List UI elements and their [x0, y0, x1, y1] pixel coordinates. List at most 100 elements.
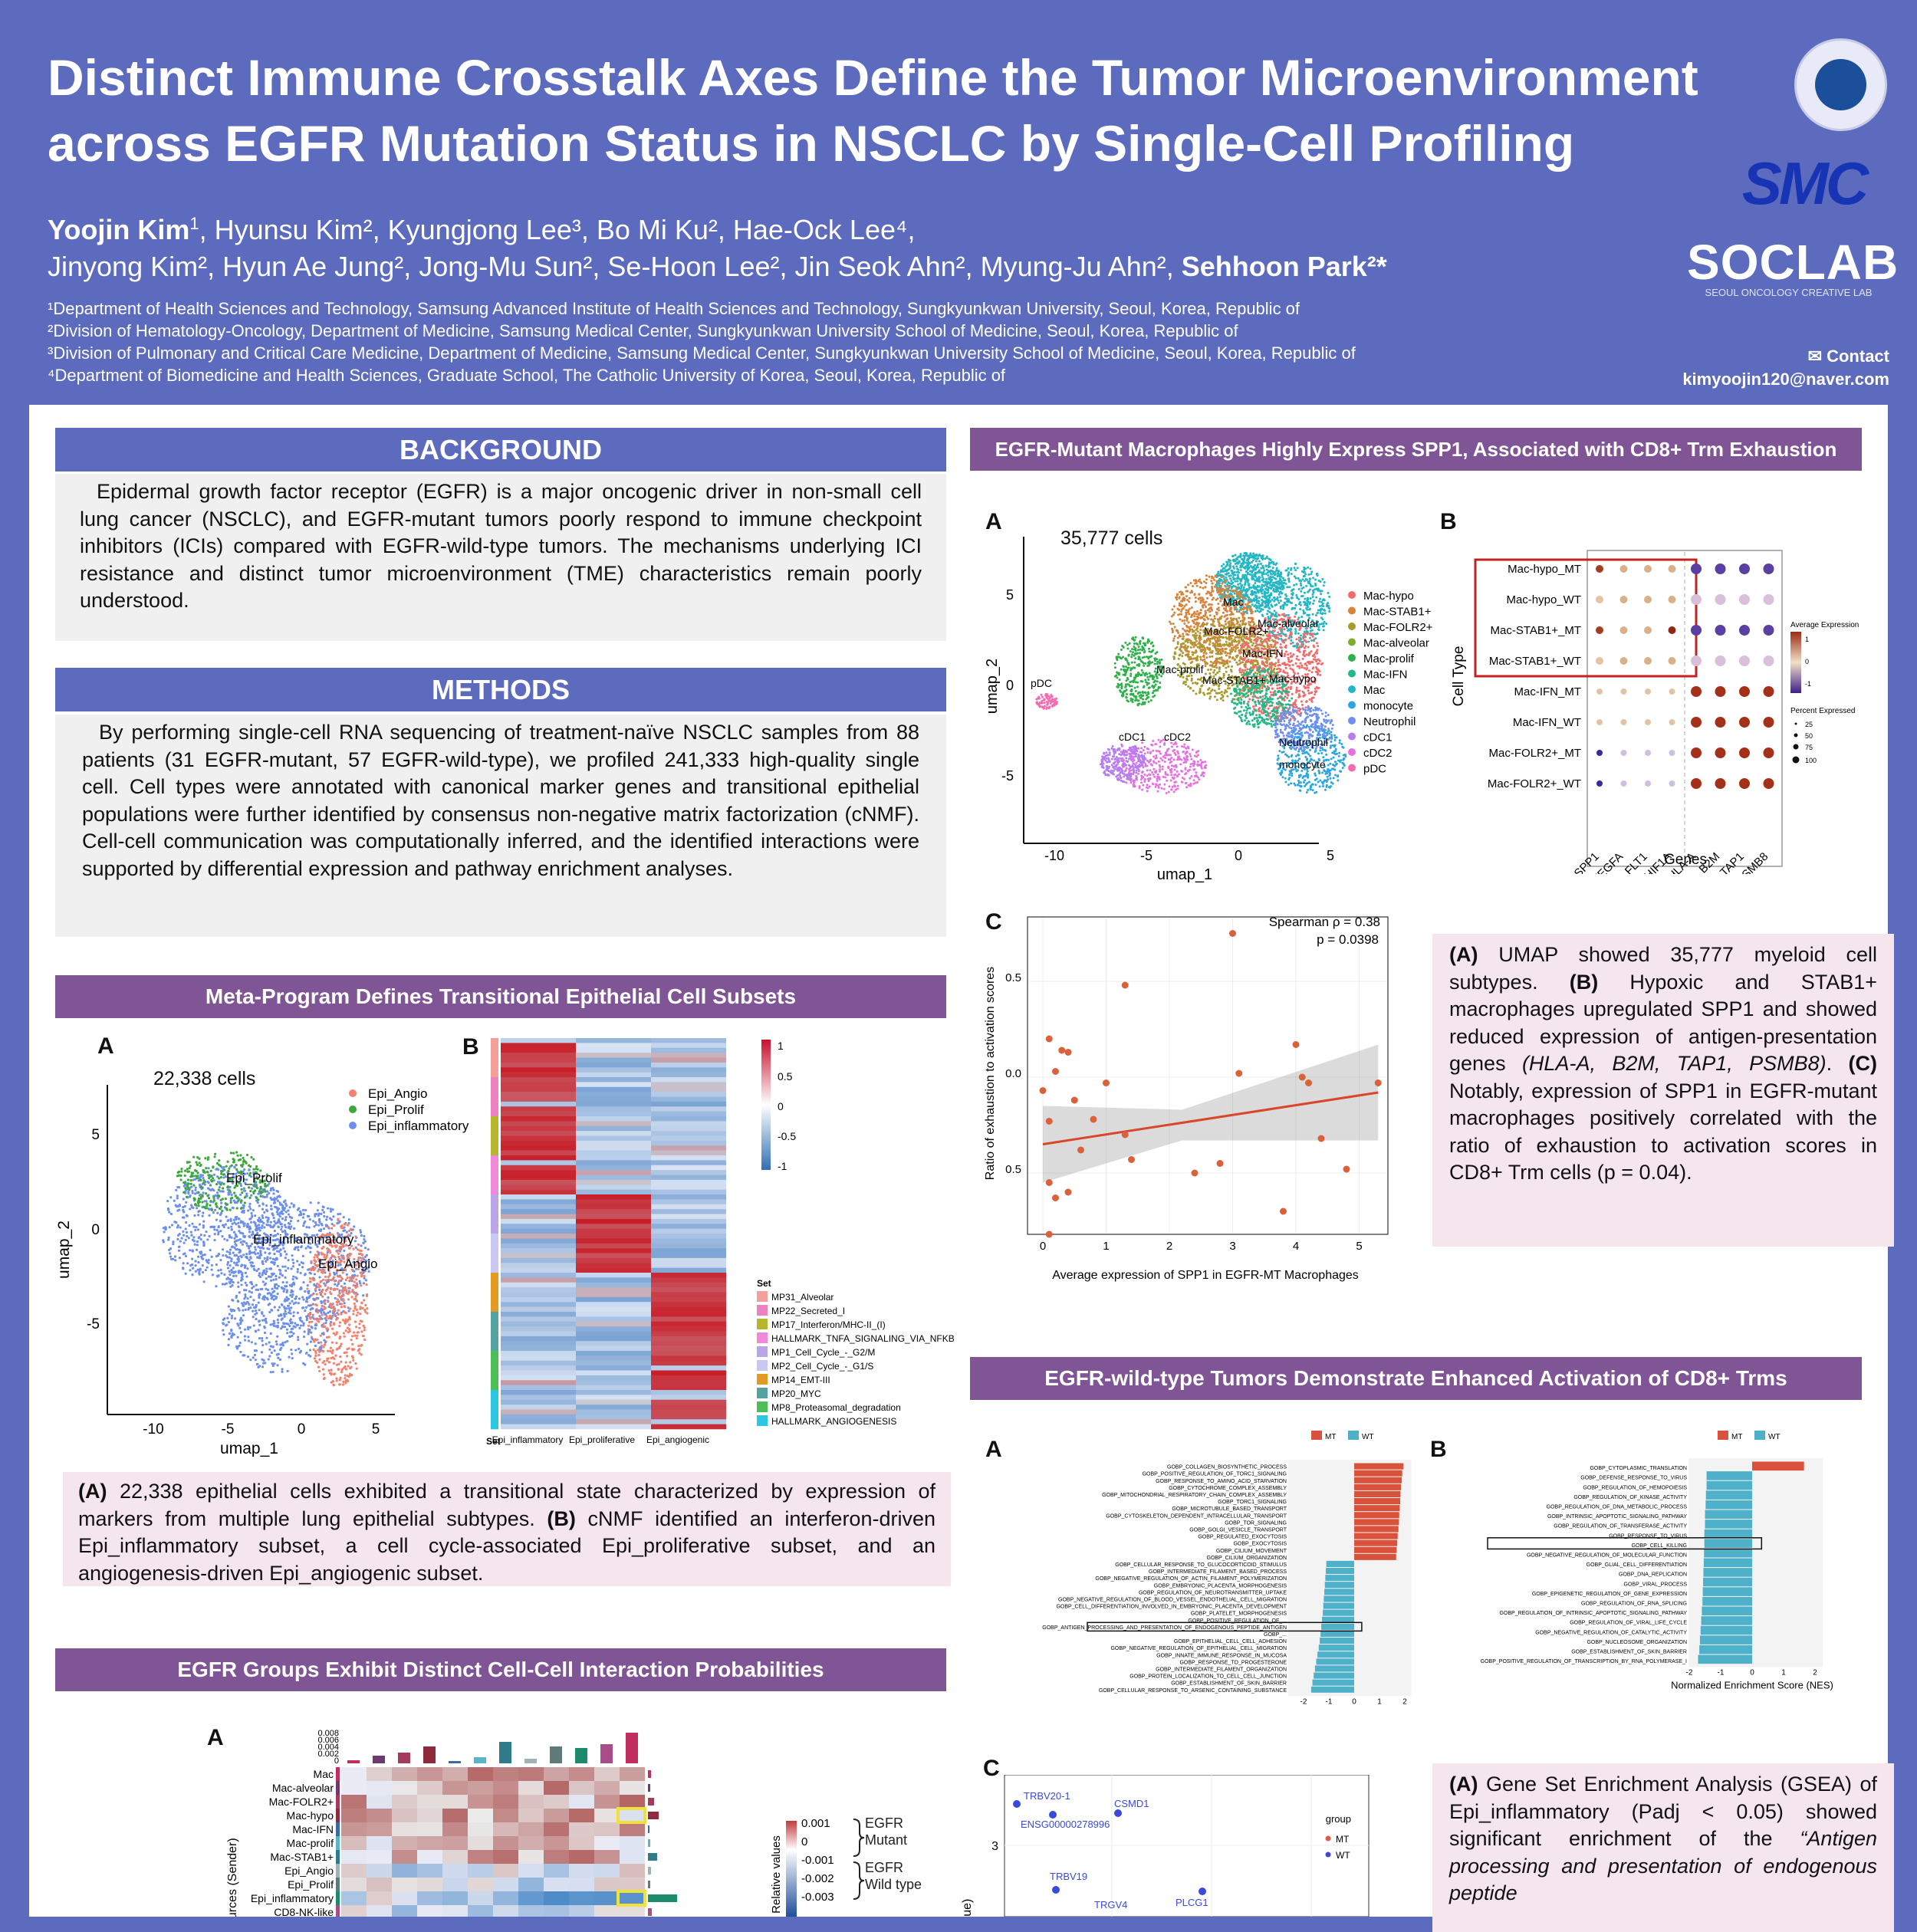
- umap-point: [319, 1348, 322, 1352]
- umap-point: [1265, 582, 1268, 585]
- heat-cell: [576, 1234, 651, 1239]
- heat-cell: [501, 1175, 576, 1181]
- set-annotation: [491, 1047, 498, 1053]
- umap-point: [1234, 562, 1237, 565]
- umap-point: [1259, 588, 1262, 591]
- umap-point: [274, 1286, 277, 1290]
- umap-point: [269, 1332, 272, 1335]
- set-legend-swatch: [757, 1346, 768, 1357]
- umap-point: [228, 1192, 231, 1196]
- umap-point: [259, 1251, 262, 1255]
- umap-point: [224, 1223, 228, 1226]
- umap-point: [262, 1314, 265, 1317]
- heat-cell: [576, 1253, 651, 1259]
- umap-point: [1238, 616, 1241, 619]
- heat-cell: [576, 1224, 651, 1229]
- interaction-cell: [620, 1781, 645, 1795]
- umap-point: [191, 1189, 194, 1193]
- umap-point: [182, 1241, 186, 1244]
- heat-cell: [576, 1209, 651, 1214]
- set-annotation: [491, 1263, 498, 1268]
- umap-point: [1236, 603, 1239, 606]
- umap-point: [289, 1220, 292, 1223]
- umap-point: [191, 1250, 194, 1253]
- contact-email-link[interactable]: kimyoojin120@naver.com: [1682, 370, 1889, 389]
- umap-point: [316, 1250, 319, 1254]
- heat-cell: [501, 1106, 576, 1112]
- umap-point: [275, 1250, 279, 1253]
- umap-point: [1237, 561, 1240, 564]
- umap-point: [319, 1346, 322, 1349]
- sender-color: [336, 1795, 340, 1809]
- umap-point: [254, 1342, 257, 1346]
- heat-cell: [576, 1355, 651, 1362]
- interaction-cell: [493, 1767, 518, 1781]
- umap-point: [319, 1293, 323, 1296]
- umap-point: [230, 1328, 233, 1332]
- umap-point: [1281, 577, 1284, 580]
- umap-point: [232, 1299, 235, 1302]
- umap-point: [236, 1239, 240, 1242]
- umap-point: [352, 1283, 355, 1287]
- umap-point: [314, 1263, 317, 1267]
- interaction-cell: [544, 1864, 569, 1878]
- heat-cell: [576, 1238, 651, 1244]
- umap-point: [1323, 620, 1326, 623]
- set-annotation: [491, 1189, 498, 1195]
- interaction-cell: [367, 1864, 392, 1878]
- umap-point: [313, 1262, 316, 1265]
- umap-point: [1317, 609, 1320, 612]
- umap-point: [318, 1288, 321, 1291]
- umap-point: [1187, 583, 1190, 586]
- set-annotation: [491, 1145, 498, 1151]
- umap-point: [188, 1224, 191, 1227]
- umap-point: [338, 1383, 341, 1386]
- umap-point: [273, 1362, 276, 1365]
- umap-point: [265, 1193, 269, 1196]
- umap-point: [199, 1234, 202, 1237]
- umap-point: [278, 1195, 281, 1198]
- umap-point: [350, 1264, 353, 1267]
- umap-point: [308, 1304, 311, 1307]
- umap-point: [275, 1287, 279, 1290]
- umap-point: [249, 1208, 252, 1211]
- umap-point: [260, 1237, 264, 1240]
- umap-point: [282, 1247, 285, 1250]
- umap-point: [340, 1255, 344, 1258]
- umap-point: [212, 1199, 215, 1202]
- umap-point: [1176, 598, 1179, 601]
- umap-point: [248, 1303, 251, 1306]
- interaction-cell: [544, 1891, 569, 1905]
- interaction-cell: [392, 1809, 417, 1822]
- umap-point: [267, 1275, 271, 1278]
- umap-point: [311, 1337, 314, 1340]
- set-annotation: [491, 1160, 498, 1166]
- umap-point: [1232, 567, 1235, 570]
- umap-point: [194, 1270, 197, 1273]
- umap-point: [296, 1246, 299, 1249]
- umap-point: [1321, 602, 1324, 605]
- umap-point: [224, 1202, 227, 1205]
- heat-scale-tick: 0.5: [778, 1070, 793, 1083]
- umap-point: [222, 1224, 225, 1227]
- umap-point: [268, 1252, 271, 1255]
- umap-point: [252, 1208, 255, 1212]
- set-annotation: [491, 1038, 498, 1043]
- umap-point: [311, 1316, 314, 1319]
- umap-point: [339, 1345, 342, 1348]
- umap-point: [1312, 577, 1315, 580]
- umap-point: [1287, 613, 1290, 616]
- umap-point: [246, 1326, 250, 1329]
- umap-point: [257, 1224, 261, 1227]
- umap-point: [254, 1240, 258, 1243]
- umap-point: [288, 1355, 291, 1359]
- umap-point: [350, 1365, 353, 1368]
- umap-point: [248, 1168, 251, 1171]
- umap-point: [1319, 612, 1322, 615]
- heat-cell: [501, 1321, 576, 1327]
- umap-point: [178, 1186, 181, 1189]
- umap-point: [355, 1308, 358, 1311]
- interaction-cell: [392, 1850, 417, 1864]
- umap-point: [1227, 572, 1230, 575]
- umap-point: [1305, 624, 1308, 627]
